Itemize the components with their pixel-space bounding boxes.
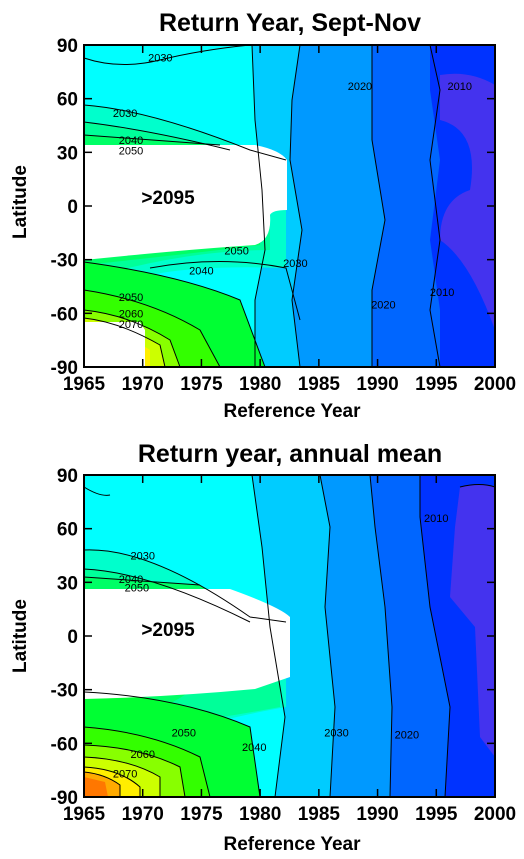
contour-label: 2030 [283,258,307,270]
y-tick-label: 90 [57,466,78,487]
contour-label: 2050 [125,583,149,595]
y-tick-label: -90 [51,358,78,379]
chart-svg-top: Return Year, Sept-Nov Latitude Reference… [10,9,517,422]
y-axis-label: Latitude [10,165,31,239]
contour-fills [84,45,495,367]
contour-fills [84,475,495,797]
y-tick-label: 90 [57,36,78,57]
y-tick-label: 60 [57,90,78,111]
y-tick-label: 0 [67,197,78,218]
x-tick-label: 1990 [356,374,398,395]
contour-label: 2040 [189,265,213,277]
y-tick-label: -90 [51,788,78,809]
contour-label: 2010 [424,513,448,525]
contour-label: 2020 [395,729,419,741]
contour-label: 2040 [242,742,266,754]
no-return-region [84,589,290,699]
x-tick-label: 1970 [122,374,164,395]
x-tick-label: 1965 [63,374,106,395]
chart-svg-bottom: Return year, annual mean Latitude Refere… [10,440,517,855]
chart-title: Return Year, Sept-Nov [159,9,421,37]
no-return-region [84,145,287,260]
x-tick-label: 1995 [415,804,458,825]
no-return-label: >2095 [141,620,195,641]
band-2005 [450,484,495,757]
y-tick-label: -60 [51,734,78,755]
x-tick-label: 1975 [180,804,223,825]
no-return-region-south [84,322,145,367]
contour-label: 2050 [172,728,196,740]
x-tick-label: 1985 [298,804,341,825]
y-tick-label: 30 [57,143,78,164]
contour-label: 2060 [130,749,154,761]
x-tick-label: 1985 [298,374,341,395]
x-tick-label: 2000 [474,374,516,395]
x-tick-label: 1980 [239,374,281,395]
x-tick-label: 1970 [122,804,164,825]
no-return-label: >2095 [141,188,195,209]
band-2005 [440,73,495,330]
x-tick-label: 2000 [474,804,516,825]
contour-label: 2050 [224,246,248,258]
contour-label: 2010 [448,81,472,93]
contour-label: 2030 [148,53,172,65]
x-tick-label: 1995 [415,374,458,395]
y-tick-label: -30 [51,251,78,272]
y-tick-label: 60 [57,520,78,541]
contour-label: 2010 [430,287,454,299]
chart-panel-top: Return Year, Sept-Nov Latitude Reference… [0,0,524,427]
contour-label: 2030 [113,108,137,120]
contour-label: 2020 [371,299,395,311]
x-tick-label: 1990 [356,804,398,825]
y-tick-label: 30 [57,573,78,594]
x-axis-label: Reference Year [224,401,362,422]
y-axis-label: Latitude [10,599,31,673]
x-tick-label: 1965 [63,804,106,825]
contour-label: 2050 [119,146,143,158]
contour-label: 2030 [324,728,348,740]
contour-label: 2020 [348,81,372,93]
contour-label: 2050 [119,292,143,304]
x-tick-label: 1975 [180,374,223,395]
chart-title: Return year, annual mean [138,440,442,468]
contour-label: 2070 [113,769,137,781]
contour-label: 2030 [130,551,154,563]
axis-ticks: 1965 1970 1975 1980 1985 1990 1995 2000 90 60 30 0 -… [51,36,517,395]
contour-label: 2070 [119,319,143,331]
chart-panel-bottom: Return year, annual mean Latitude Refere… [0,427,524,855]
x-axis-label: Reference Year [224,834,362,854]
axis-ticks: 1965 1970 1975 1980 1985 1990 1995 2000 90 60 30 0 -… [51,466,517,825]
contour-label: 2060 [119,308,143,320]
contour-label: 2040 [119,135,143,147]
contour-lines [83,474,496,798]
y-tick-label: 0 [67,627,78,648]
y-tick-label: -30 [51,681,78,702]
x-tick-label: 1980 [239,804,281,825]
contour-lines [83,44,441,368]
y-tick-label: -60 [51,304,78,325]
band-2080 [84,777,108,797]
contour-label: 2040 [119,574,143,586]
